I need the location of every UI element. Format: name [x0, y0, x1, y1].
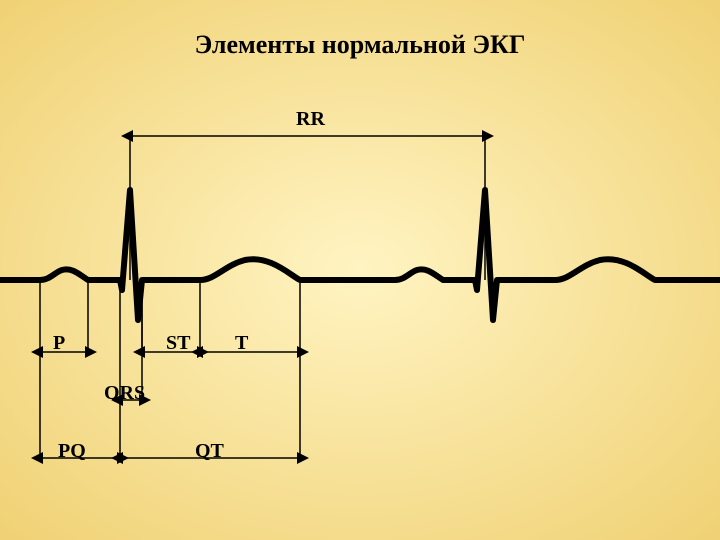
label-rr: RR — [296, 108, 325, 131]
diagram-canvas: Элементы нормальной ЭКГ RR P ST T QRS PQ… — [0, 0, 720, 540]
label-st: ST — [166, 332, 190, 355]
label-qrs: QRS — [104, 382, 145, 405]
label-qt: QT — [195, 440, 224, 463]
label-pq: PQ — [58, 440, 86, 463]
ecg-svg — [0, 0, 720, 540]
label-p: P — [53, 332, 65, 355]
label-t: T — [235, 332, 248, 355]
